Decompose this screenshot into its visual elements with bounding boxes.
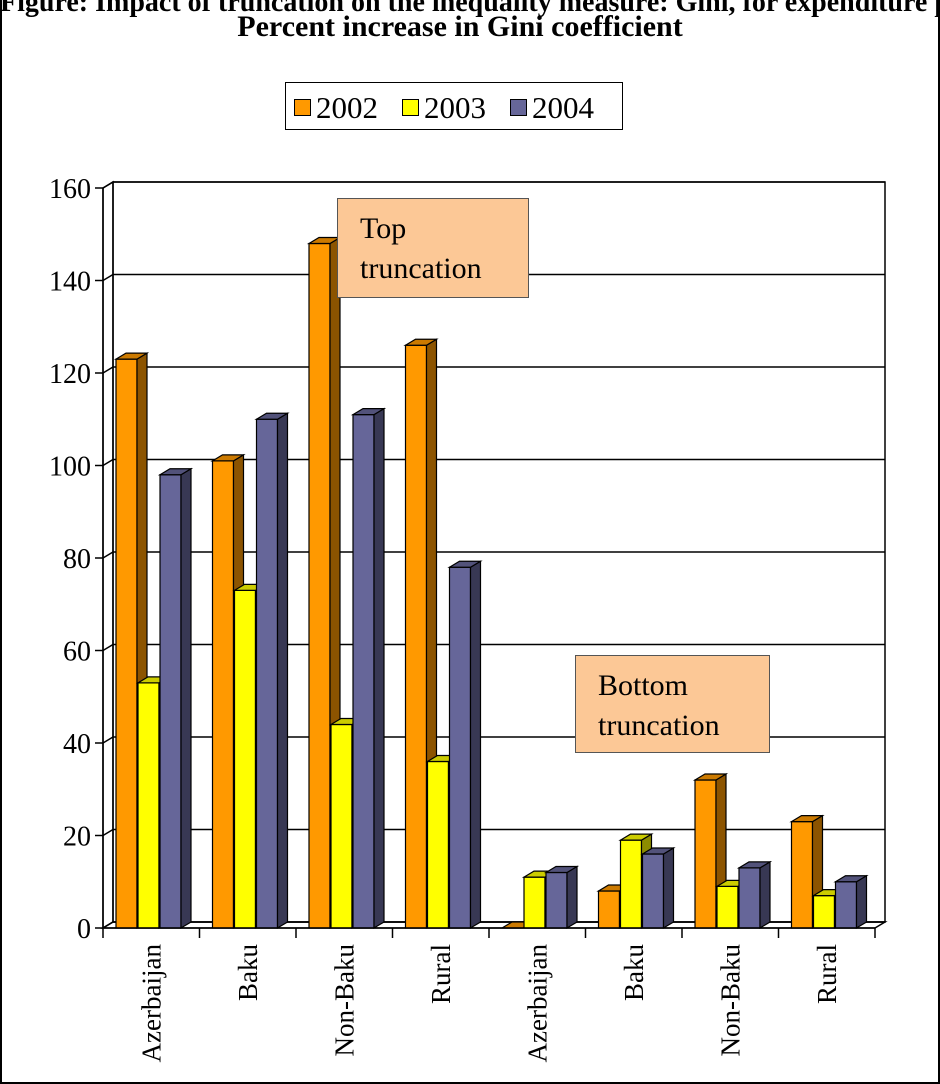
y-tick-label: 0	[77, 914, 91, 945]
gridline-side	[102, 458, 114, 467]
bar	[716, 885, 739, 929]
bar-top	[254, 412, 290, 420]
bar-side	[276, 412, 289, 930]
bar	[694, 779, 717, 929]
page-heading: Figure: Impact of truncation on the ineq…	[0, 0, 940, 18]
gridline-side	[102, 921, 114, 929]
bar	[523, 876, 546, 929]
bar	[233, 589, 257, 929]
bar-top	[210, 454, 246, 462]
y-tick-label: 60	[63, 637, 91, 668]
y-tick-label: 100	[49, 452, 91, 483]
annotation-bottom-line-2: truncation	[598, 709, 720, 742]
legend-label-2002: 2002	[316, 89, 378, 125]
y-tick-label: 80	[63, 544, 91, 575]
legend-label-2004: 2004	[532, 89, 594, 125]
x-tick-label: Non-Baku	[715, 944, 745, 1057]
bar	[619, 839, 643, 929]
x-tick-label: Non-Baku	[329, 944, 359, 1057]
bar	[352, 414, 375, 929]
gridline-side	[102, 828, 114, 837]
x-tick-label: Rural	[812, 944, 842, 1004]
bar-top	[618, 833, 654, 841]
legend-swatch-2002	[294, 98, 311, 116]
bar-top	[350, 408, 387, 416]
bar	[834, 881, 858, 929]
legend-swatch-2004	[510, 98, 527, 116]
y-tick-label: 40	[63, 729, 91, 760]
x-tick-label: Baku	[233, 944, 263, 1001]
bar-top	[736, 861, 773, 869]
legend-item-2003: 2003	[402, 89, 486, 125]
bar-top	[403, 338, 439, 346]
bar-top	[543, 865, 580, 874]
bar	[597, 890, 621, 929]
legend-item-2002: 2002	[294, 89, 378, 125]
gridline-side	[102, 181, 114, 189]
bar	[211, 460, 235, 929]
bar-top	[692, 773, 729, 781]
bar	[641, 853, 665, 929]
bar	[330, 723, 353, 929]
bar-side	[855, 874, 868, 930]
bar-side	[759, 860, 771, 930]
chart-legend: 2002 2003 2004	[285, 82, 623, 130]
bar-top	[157, 468, 194, 476]
gridline-side	[102, 736, 114, 744]
bar-side	[373, 407, 385, 930]
bar	[545, 871, 568, 929]
bar	[812, 895, 836, 929]
bar	[448, 566, 472, 929]
y-tick-label: 160	[49, 174, 91, 205]
bar-side	[566, 865, 578, 930]
bar	[426, 760, 450, 929]
annotation-top-line-1: Top	[360, 212, 407, 245]
bar	[115, 358, 138, 929]
bar-top	[833, 875, 869, 883]
legend-swatch-2003	[402, 98, 419, 116]
gridline-side	[102, 273, 114, 282]
gridline-side	[102, 643, 114, 652]
bar-side	[180, 467, 192, 930]
y-tick-label: 140	[49, 267, 91, 298]
x-tick-label: Rural	[426, 944, 456, 1004]
bar	[404, 344, 428, 929]
bar	[255, 418, 279, 929]
x-tick-label: Baku	[619, 944, 649, 1001]
legend-item-2004: 2004	[510, 89, 594, 125]
bar	[137, 682, 160, 929]
bar	[790, 821, 814, 929]
bar-top	[447, 560, 483, 568]
bar	[159, 474, 182, 929]
chart-title: Percent increase in Gini coefficient	[237, 10, 683, 43]
bar-top	[789, 815, 825, 823]
annotation-top-truncation: Top truncation	[337, 198, 529, 298]
annotation-bottom-truncation: Bottom truncation	[575, 655, 770, 753]
gridline-side	[102, 366, 114, 374]
y-tick-label: 120	[49, 359, 91, 390]
bar	[308, 242, 331, 929]
bar	[738, 867, 761, 929]
gridline-side	[102, 551, 114, 559]
bar-top	[640, 847, 676, 855]
bar-side	[469, 560, 482, 930]
bar-top	[113, 352, 150, 360]
bar-side	[662, 846, 675, 930]
x-tick-label: Azerbaijan	[136, 944, 166, 1063]
y-tick-label: 20	[63, 822, 91, 853]
legend-label-2003: 2003	[424, 89, 486, 125]
x-tick-label: Azerbaijan	[522, 944, 552, 1063]
annotation-top-line-2: truncation	[360, 252, 482, 285]
annotation-bottom-line-1: Bottom	[598, 669, 689, 702]
